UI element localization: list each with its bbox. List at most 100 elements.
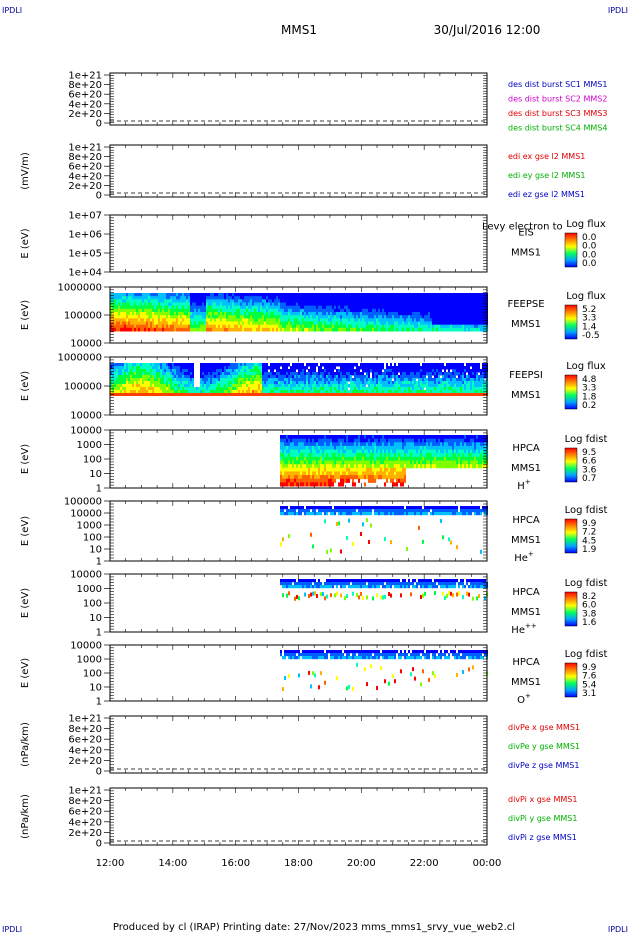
spectrogram-cell [422, 327, 424, 332]
spectrogram-cell [132, 375, 134, 379]
spectrogram-cell [178, 299, 180, 303]
spectrogram-cell [356, 315, 358, 319]
spectrogram-cell [450, 378, 452, 382]
spectrogram-cell [268, 393, 270, 396]
spectrogram-cell [214, 363, 216, 367]
spectrogram-cell [408, 293, 410, 297]
spectrogram-cell [378, 393, 380, 396]
spectrogram-cell [284, 299, 286, 303]
spectrogram-cell [304, 375, 306, 379]
spectrogram-cell [136, 299, 138, 303]
spectrogram-cell [376, 315, 378, 319]
spectrogram-cell [400, 321, 402, 326]
spectrogram-cell [326, 324, 328, 329]
spectrogram-cell [334, 366, 336, 370]
spectrogram-cell [392, 296, 394, 300]
spectrogram-cell [328, 366, 330, 370]
spectrogram-cell [416, 372, 418, 376]
spectrogram-cell [180, 321, 182, 326]
spectrogram-cell [194, 296, 196, 300]
spectrogram-cell [398, 299, 400, 303]
spectrogram-cell [238, 321, 240, 326]
spectrogram-cell [298, 456, 300, 461]
spectrogram-cell [122, 381, 124, 385]
spectrogram-cell [352, 387, 354, 391]
spectrogram-cell [332, 384, 334, 388]
spectrogram-cell [208, 305, 210, 310]
spectrogram-cell [390, 363, 392, 367]
spectrogram-cell [262, 378, 264, 382]
spectrogram-cell [200, 302, 202, 307]
spectrogram-cell [418, 296, 420, 300]
spectrogram-cell [442, 381, 444, 385]
spectrogram-cell [284, 302, 286, 307]
spectrogram-cell [292, 299, 294, 303]
spectrogram-cell [460, 369, 462, 373]
spectrogram-cell [400, 318, 402, 322]
spectrogram-cell [362, 296, 364, 300]
spectrogram-cell [136, 305, 138, 310]
spectrogram-cell [192, 390, 194, 394]
spectrogram-cell [448, 321, 450, 326]
spectrogram-cell [114, 305, 116, 310]
spectrogram-cell [232, 363, 234, 367]
spectrogram-cell [174, 363, 176, 367]
spectrogram-cell [190, 363, 192, 367]
spectrogram-cell [304, 369, 306, 373]
spectrogram-cell [296, 381, 298, 385]
spectrogram-cell [144, 390, 146, 394]
spectrogram-cell [272, 387, 274, 391]
spectrogram-cell [166, 296, 168, 300]
spectrogram-cell [142, 387, 144, 391]
spectrogram-cell [232, 321, 234, 326]
spectrogram-cell [288, 456, 290, 461]
spectrogram-cell [230, 384, 232, 388]
spectrogram-cell [130, 387, 132, 391]
spectrogram-cell [252, 293, 254, 297]
spectrogram-cell [220, 363, 222, 367]
spectrogram-cell [306, 312, 308, 316]
spectrogram-cell [390, 315, 392, 319]
spectrogram-cell [192, 324, 194, 329]
spectrogram-cell [334, 384, 336, 388]
spectrogram-cell [228, 384, 230, 388]
spectrogram-cell [410, 369, 412, 373]
spectrogram-cell [190, 299, 192, 303]
spectrogram-cell [206, 387, 208, 391]
spectrogram-cell [278, 299, 280, 303]
spectrogram-cell [310, 363, 312, 367]
spectrogram-cell [482, 369, 484, 373]
spectrogram-cell [290, 460, 292, 465]
spectrogram-cell [132, 366, 134, 370]
spectrogram-cell [356, 312, 358, 316]
spectrogram-cell [482, 312, 484, 316]
spectrogram-cell [452, 293, 454, 297]
spectrogram-cell [442, 378, 444, 382]
spectrogram-cell [176, 305, 178, 310]
spectrogram-cell [456, 318, 458, 322]
spectrogram-cell [222, 381, 224, 385]
spectrogram-cell [354, 299, 356, 303]
spectrogram-cell [270, 369, 272, 373]
spectrogram-cell [378, 378, 380, 382]
spectrogram-cell [144, 293, 146, 297]
spectrogram-cell [244, 299, 246, 303]
spectrogram-cell [162, 302, 164, 307]
corner-label-top-right: IPDLI [608, 6, 628, 15]
spectrogram-cell [454, 384, 456, 388]
spectrogram-cell [274, 296, 276, 300]
spectrogram-cell [324, 299, 326, 303]
spectrogram-cell [238, 324, 240, 329]
spectrogram-cell [260, 387, 262, 391]
spectrogram-cell [402, 393, 404, 396]
spectrogram-cell [266, 375, 268, 379]
spectrogram-cell [440, 321, 442, 326]
spectrogram-cell [338, 302, 340, 307]
spectrogram-cell [136, 312, 138, 316]
spectrogram-cell [270, 308, 272, 313]
spectrogram-cell [226, 381, 228, 385]
spectrogram-cell [394, 381, 396, 385]
spectrogram-cell [420, 387, 422, 391]
spectrogram-cell [458, 296, 460, 300]
